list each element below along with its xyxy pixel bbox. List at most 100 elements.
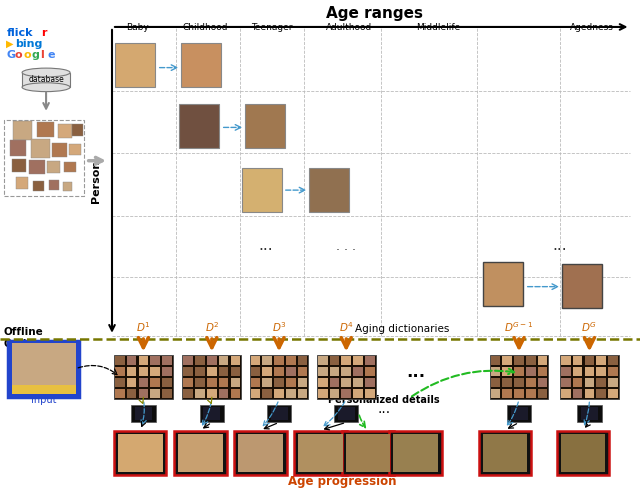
- Bar: [230, 368, 240, 376]
- Bar: [69, 144, 81, 155]
- Text: G: G: [6, 50, 15, 60]
- Bar: [561, 378, 571, 387]
- Bar: [150, 390, 160, 398]
- Bar: [596, 356, 606, 365]
- Bar: [12, 343, 76, 394]
- Bar: [114, 431, 166, 475]
- Text: $D^4$: $D^4$: [339, 320, 354, 334]
- Bar: [274, 378, 284, 387]
- Bar: [251, 368, 260, 376]
- Text: . . .: . . .: [335, 240, 356, 253]
- Bar: [195, 390, 205, 398]
- Ellipse shape: [22, 68, 70, 77]
- Bar: [219, 368, 228, 376]
- Bar: [274, 356, 284, 365]
- Bar: [514, 390, 524, 398]
- Bar: [479, 431, 531, 475]
- Bar: [318, 356, 328, 365]
- Bar: [341, 378, 351, 387]
- Text: Baby: Baby: [126, 23, 149, 32]
- Bar: [181, 43, 221, 87]
- Bar: [131, 405, 156, 422]
- Bar: [162, 356, 172, 365]
- Bar: [118, 434, 163, 472]
- Bar: [584, 390, 595, 398]
- Bar: [64, 162, 76, 172]
- Bar: [230, 378, 240, 387]
- Bar: [341, 390, 351, 398]
- Bar: [577, 405, 602, 422]
- Bar: [298, 378, 307, 387]
- Bar: [538, 368, 547, 376]
- Text: Teenager: Teenager: [252, 23, 292, 32]
- Text: e: e: [48, 50, 56, 60]
- Bar: [286, 368, 296, 376]
- Bar: [245, 104, 285, 148]
- Bar: [13, 121, 32, 140]
- Bar: [491, 378, 500, 387]
- Bar: [298, 356, 307, 365]
- Bar: [338, 407, 355, 420]
- Text: $D^{G-1}$: $D^{G-1}$: [504, 320, 534, 334]
- Bar: [238, 434, 283, 472]
- Bar: [608, 378, 618, 387]
- Bar: [608, 368, 618, 376]
- Bar: [557, 431, 609, 475]
- Bar: [393, 434, 438, 472]
- Bar: [286, 356, 296, 365]
- Text: r: r: [41, 28, 47, 38]
- Bar: [573, 368, 582, 376]
- Text: database: database: [28, 75, 64, 84]
- Bar: [251, 378, 260, 387]
- Bar: [184, 356, 193, 365]
- Bar: [49, 180, 59, 190]
- Text: Input: Input: [31, 395, 56, 405]
- Bar: [115, 43, 155, 87]
- Bar: [207, 378, 217, 387]
- Bar: [342, 431, 394, 475]
- Bar: [207, 356, 217, 365]
- Text: o: o: [23, 50, 31, 60]
- Bar: [174, 431, 227, 475]
- Text: ...: ...: [406, 363, 426, 381]
- Text: ...: ...: [553, 238, 567, 253]
- Bar: [298, 434, 343, 472]
- Bar: [184, 390, 193, 398]
- Bar: [162, 390, 172, 398]
- Bar: [318, 390, 328, 398]
- Bar: [317, 355, 376, 399]
- Text: Age progression: Age progression: [288, 475, 397, 488]
- Bar: [12, 385, 76, 394]
- Bar: [514, 378, 524, 387]
- Bar: [353, 368, 363, 376]
- Bar: [127, 390, 136, 398]
- Bar: [182, 355, 241, 399]
- Text: $D^G$: $D^G$: [581, 320, 598, 334]
- Bar: [207, 368, 217, 376]
- Bar: [230, 356, 240, 365]
- Bar: [33, 181, 44, 191]
- Text: ...: ...: [378, 402, 390, 416]
- Bar: [573, 378, 582, 387]
- Bar: [274, 368, 284, 376]
- Bar: [318, 368, 328, 376]
- Bar: [262, 390, 272, 398]
- Bar: [309, 168, 349, 212]
- Text: Online: Online: [3, 339, 41, 349]
- Bar: [219, 356, 228, 365]
- Bar: [195, 356, 205, 365]
- Bar: [502, 368, 512, 376]
- Text: Adulthood: Adulthood: [326, 23, 372, 32]
- Bar: [184, 378, 193, 387]
- Bar: [561, 368, 571, 376]
- Bar: [251, 356, 260, 365]
- Text: $D^1$: $D^1$: [136, 320, 151, 334]
- Text: flick: flick: [6, 28, 33, 38]
- Bar: [31, 139, 50, 158]
- Bar: [29, 160, 45, 174]
- Text: Personalized details: Personalized details: [328, 395, 440, 405]
- Bar: [58, 124, 72, 138]
- Text: Childhood: Childhood: [182, 23, 228, 32]
- Bar: [584, 368, 595, 376]
- Bar: [127, 356, 136, 365]
